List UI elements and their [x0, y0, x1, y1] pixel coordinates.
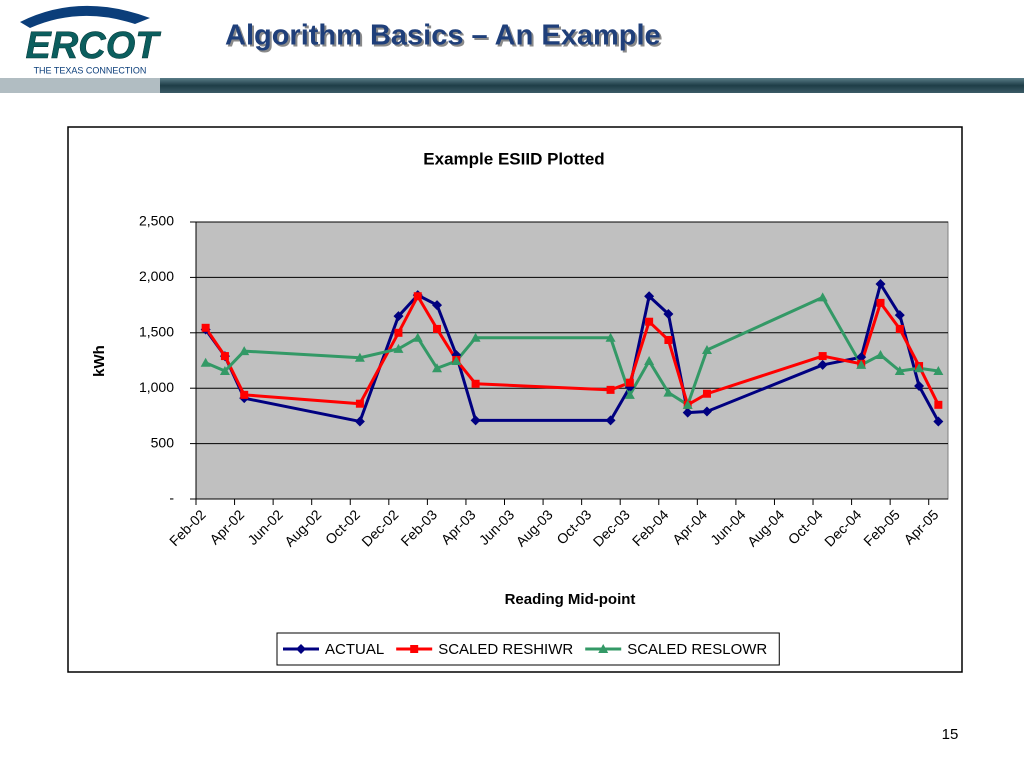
data-point: [354, 416, 365, 427]
legend-label: ACTUAL: [325, 641, 384, 658]
data-point: [663, 308, 674, 319]
plot-area: [195, 221, 949, 500]
data-point: [894, 310, 905, 321]
data-point: [201, 323, 210, 332]
y-tick-label: -: [169, 490, 174, 506]
y-tick-label: 2,000: [139, 268, 174, 284]
y-tick-label: 1,500: [139, 324, 174, 340]
data-point: [818, 352, 827, 361]
y-tick-label: 1,000: [139, 379, 174, 395]
data-point: [220, 352, 229, 361]
data-point: [605, 332, 616, 342]
logo-text: ERCOT: [26, 25, 162, 67]
data-point: [701, 344, 712, 354]
data-point: [644, 356, 655, 366]
data-point: [817, 292, 828, 302]
data-point: [240, 390, 249, 399]
data-point: [354, 352, 365, 362]
data-point: [682, 399, 693, 409]
data-point: [702, 389, 711, 398]
data-point: [471, 379, 480, 388]
y-tick-label: 500: [151, 434, 175, 450]
header-bar: [160, 78, 1024, 93]
data-point: [355, 399, 364, 408]
data-point: [933, 366, 944, 376]
data-point: [393, 311, 404, 322]
data-point: [606, 385, 615, 394]
data-point: [664, 336, 673, 345]
data-point: [605, 415, 616, 426]
data-point: [393, 343, 404, 353]
data-point: [817, 359, 828, 370]
legend: ACTUAL SCALED RESHIWR SCALED RESLOWR: [276, 632, 780, 666]
data-point: [875, 349, 886, 359]
x-axis-title: Reading Mid-point: [505, 591, 636, 608]
data-point: [644, 291, 655, 302]
logo-swoosh: [20, 5, 150, 28]
y-axis-title: kWh: [91, 345, 108, 377]
data-point: [701, 406, 712, 417]
data-point: [394, 328, 403, 337]
data-point: [663, 387, 674, 397]
data-point: [934, 400, 943, 409]
data-point: [894, 366, 905, 376]
legend-label: SCALED RESLOWR: [627, 641, 767, 658]
data-point: [856, 359, 867, 369]
data-point: [876, 298, 885, 307]
legend-box: [276, 632, 780, 666]
header-bar-left: [0, 78, 160, 93]
data-point: [413, 292, 422, 301]
data-point: [412, 332, 423, 342]
data-point: [933, 416, 944, 427]
y-tick-label: 2,500: [139, 213, 174, 229]
data-point: [432, 300, 443, 311]
title-shadow: Algorithm Basics – An Example: [227, 22, 663, 54]
data-point: [625, 378, 634, 387]
data-point: [895, 324, 904, 333]
data-point: [470, 332, 481, 342]
slide-title: Algorithm Basics – An Example: [225, 20, 661, 52]
legend-label: SCALED RESHIWR: [438, 641, 573, 658]
data-point: [451, 356, 462, 366]
data-point: [645, 317, 654, 326]
data-point: [914, 380, 925, 391]
data-point: [856, 352, 867, 363]
data-point: [624, 389, 635, 399]
data-point: [682, 407, 693, 418]
data-point: [433, 324, 442, 333]
data-point: [219, 366, 230, 376]
logo-tagline: THE TEXAS CONNECTION: [34, 65, 147, 75]
data-point: [432, 363, 443, 373]
data-point: [914, 363, 925, 373]
legend-marker: [296, 644, 306, 654]
logo: ERCOT THE TEXAS CONNECTION: [20, 5, 162, 75]
page-number: 15: [942, 726, 959, 743]
data-point: [470, 415, 481, 426]
data-point: [875, 279, 886, 290]
chart-title: Example ESIID Plotted: [423, 149, 604, 168]
data-point: [200, 357, 211, 367]
legend-marker: [410, 645, 419, 653]
data-point: [239, 346, 250, 356]
legend-marker: [598, 644, 609, 653]
